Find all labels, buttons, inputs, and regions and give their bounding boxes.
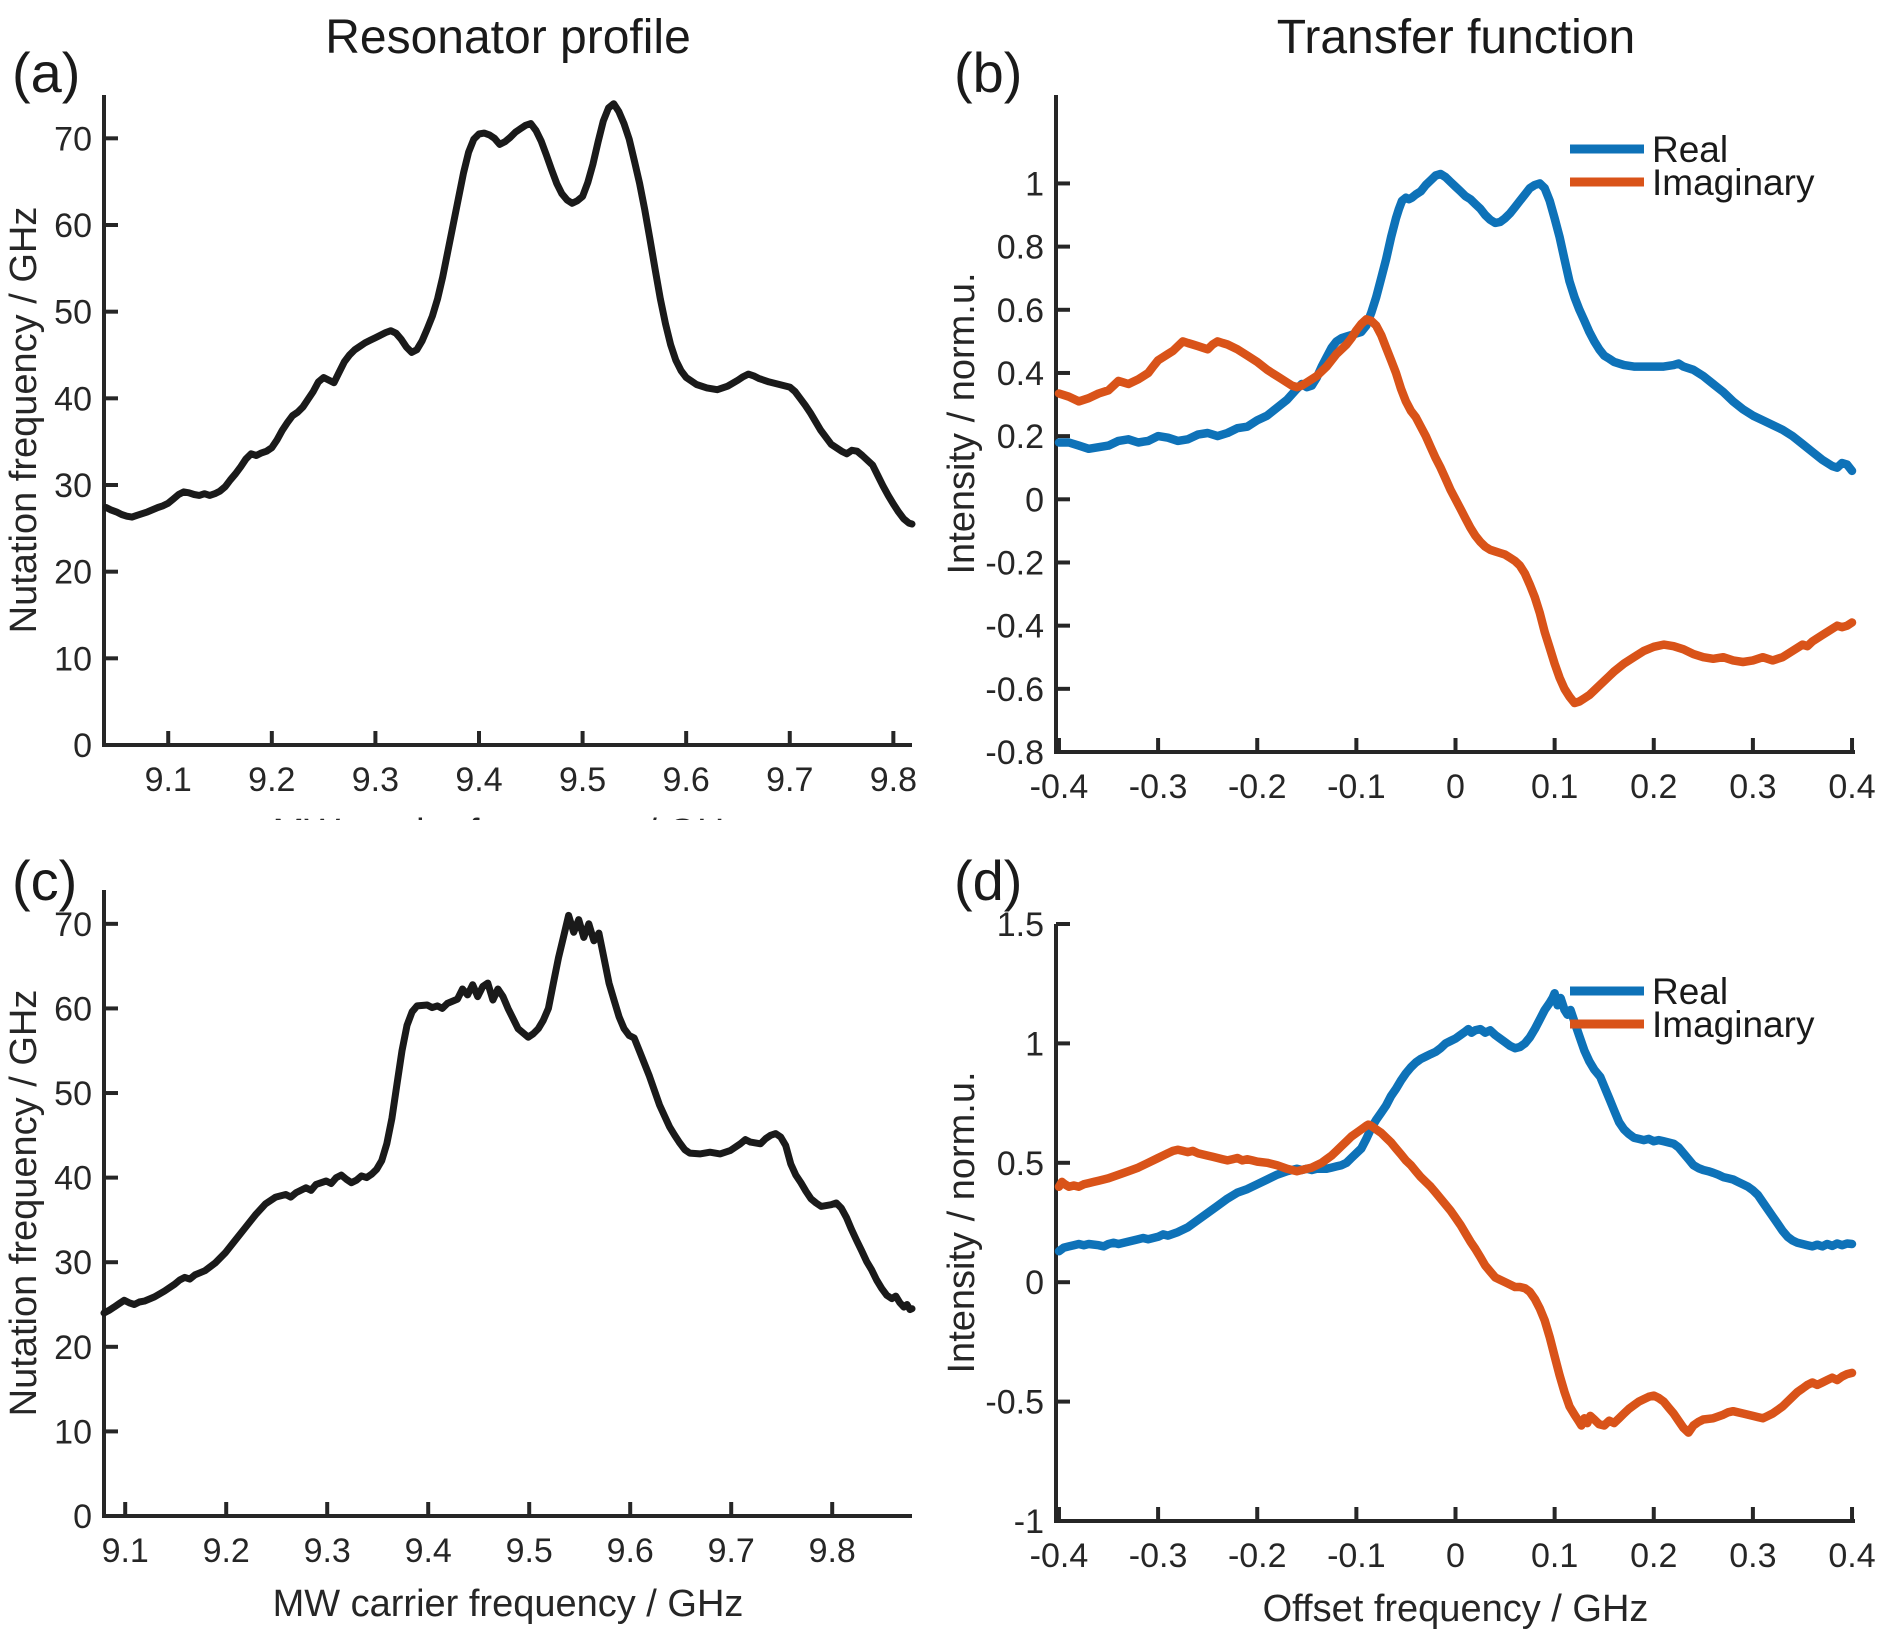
a-x-tick-label: 9.8	[870, 761, 917, 799]
c-x-tick-label: 9.6	[607, 1532, 654, 1570]
d-x-tick-label: -0.1	[1327, 1537, 1386, 1575]
c-x-tick-label: 9.3	[304, 1532, 351, 1570]
a-y-tick-label: 40	[54, 380, 92, 418]
a-x-tick-label: 9.5	[559, 761, 606, 799]
panel-label-d: (d)	[954, 849, 1023, 912]
d-x-tick-label: 0.4	[1828, 1537, 1875, 1575]
a-x-tick-label: 9.2	[248, 761, 295, 799]
d-legend-label-real: Real	[1652, 971, 1728, 1012]
c-y-tick-label: 70	[54, 906, 92, 944]
b-y-tick-label: 0.8	[997, 229, 1044, 267]
c-x-tick-label: 9.5	[506, 1532, 553, 1570]
c-x-tick-label: 9.7	[708, 1532, 755, 1570]
c-y-axis-label: Nutation frequency / GHz	[3, 990, 45, 1417]
panel-d-plot: -0.4 -0.3 -0.2 -0.1 0 0.1 0.2 0.3 0.4 -1 -0.5 0 0.5 1…	[946, 906, 1876, 1630]
d-y-tick-label: 1	[1025, 1025, 1044, 1063]
a-x-tick-label: 9.7	[766, 761, 813, 799]
a-x-tick-label: 9.6	[663, 761, 710, 799]
b-x-axis-label: Offset frequency / GHz	[1263, 819, 1649, 820]
b-y-tick-label: 0.2	[997, 418, 1044, 456]
b-x-tick-label: -0.1	[1327, 768, 1386, 806]
b-y-tick-label: 0.6	[997, 292, 1044, 330]
b-y-tick-label: 0	[1025, 481, 1044, 519]
d-y-axis-label: Intensity / norm.u.	[946, 1071, 983, 1373]
b-legend-label-real: Real	[1652, 129, 1728, 170]
c-y-tick-label: 10	[54, 1413, 92, 1451]
c-y-tick-label: 50	[54, 1075, 92, 1113]
a-y-axis-label: Nutation frequency / GHz	[3, 207, 45, 634]
b-x-tick-label: -0.3	[1129, 768, 1188, 806]
c-y-tick-label: 0	[73, 1498, 92, 1536]
a-y-tick-label: 70	[54, 120, 92, 158]
d-series-real	[1054, 989, 1857, 1256]
b-series-real	[1054, 169, 1857, 476]
d-x-tick-label: -0.3	[1129, 1537, 1188, 1575]
b-legend-label-imaginary: Imaginary	[1652, 162, 1815, 203]
d-y-tick-label: 0.5	[997, 1145, 1044, 1183]
a-x-tick-label: 9.3	[352, 761, 399, 799]
b-x-tick-label: 0.3	[1729, 768, 1776, 806]
b-y-axis-label: Intensity / norm.u.	[946, 272, 983, 574]
b-x-tick-label: 0.2	[1630, 768, 1677, 806]
a-x-tick-label: 9.4	[455, 761, 502, 799]
a-y-tick-label: 10	[54, 640, 92, 678]
panel-label-b: (b)	[954, 41, 1023, 104]
panel-label-c: (c)	[12, 849, 78, 912]
b-y-tick-label: -0.4	[985, 608, 1044, 646]
c-x-tick-label: 9.2	[203, 1532, 250, 1570]
c-x-axis-label: MW carrier frequency / GHz	[273, 1583, 744, 1625]
b-x-tick-label: 0.4	[1828, 768, 1875, 806]
c-series-profile	[100, 911, 916, 1317]
a-y-tick-label: 60	[54, 207, 92, 245]
a-y-tick-label: 50	[54, 294, 92, 332]
d-x-tick-label: 0.3	[1729, 1537, 1776, 1575]
d-y-tick-label: -1	[1014, 1503, 1044, 1541]
d-x-tick-label: 0.1	[1531, 1537, 1578, 1575]
a-x-axis-label: MW carrier frequency / GHz	[273, 812, 744, 820]
b-series-imaginary	[1054, 315, 1857, 708]
column-title-resonator-profile: Resonator profile	[325, 11, 691, 64]
c-x-tick-label: 9.8	[809, 1532, 856, 1570]
b-y-tick-label: -0.6	[985, 671, 1044, 709]
a-x-tick-label: 9.1	[145, 761, 192, 799]
b-y-tick-label: -0.8	[985, 734, 1044, 772]
d-x-tick-label: 0.2	[1630, 1537, 1677, 1575]
b-y-tick-label: -0.2	[985, 544, 1044, 582]
b-y-tick-label: 1	[1025, 165, 1044, 203]
panel-b-plot: -0.4 -0.3 -0.2 -0.1 0 0.1 0.2 0.3 0.4 -0.8 -0.6 -0.…	[946, 95, 1876, 820]
c-x-tick-label: 9.1	[102, 1532, 149, 1570]
column-title-transfer-function: Transfer function	[1276, 11, 1636, 64]
a-axes	[102, 95, 912, 747]
d-y-tick-label: 1.5	[997, 906, 1044, 944]
c-y-tick-label: 20	[54, 1329, 92, 1367]
d-x-axis-label: Offset frequency / GHz	[1263, 1588, 1649, 1630]
a-y-tick-label: 20	[54, 554, 92, 592]
c-y-tick-label: 40	[54, 1160, 92, 1198]
a-series-profile	[102, 100, 916, 528]
c-y-tick-label: 30	[54, 1244, 92, 1282]
d-x-tick-label: -0.2	[1228, 1537, 1287, 1575]
b-x-tick-label: 0.1	[1531, 768, 1578, 806]
d-x-tick-label: 0	[1446, 1537, 1465, 1575]
b-x-tick-label: -0.4	[1030, 768, 1089, 806]
d-series-imaginary	[1054, 1120, 1857, 1437]
a-y-tick-label: 0	[73, 727, 92, 765]
panel-a-plot: 9.1 9.2 9.3 9.4 9.5 9.6 9.7 9.8 0 10 20 30 40 50 60 70 M…	[3, 95, 917, 820]
d-y-tick-label: -0.5	[985, 1384, 1044, 1422]
b-x-tick-label: 0	[1446, 768, 1465, 806]
panel-label-a: (a)	[12, 41, 81, 104]
a-y-tick-label: 30	[54, 467, 92, 505]
d-legend-label-imaginary: Imaginary	[1652, 1004, 1815, 1045]
panel-c-plot: 9.1 9.2 9.3 9.4 9.5 9.6 9.7 9.8 0 10 20 30 40 50 60 70 M…	[3, 890, 916, 1625]
c-y-tick-label: 60	[54, 990, 92, 1028]
b-x-tick-label: -0.2	[1228, 768, 1287, 806]
d-x-tick-label: -0.4	[1030, 1537, 1089, 1575]
d-y-tick-label: 0	[1025, 1264, 1044, 1302]
c-axes	[102, 890, 912, 1518]
b-y-tick-label: 0.4	[997, 355, 1044, 393]
c-x-tick-label: 9.4	[405, 1532, 452, 1570]
